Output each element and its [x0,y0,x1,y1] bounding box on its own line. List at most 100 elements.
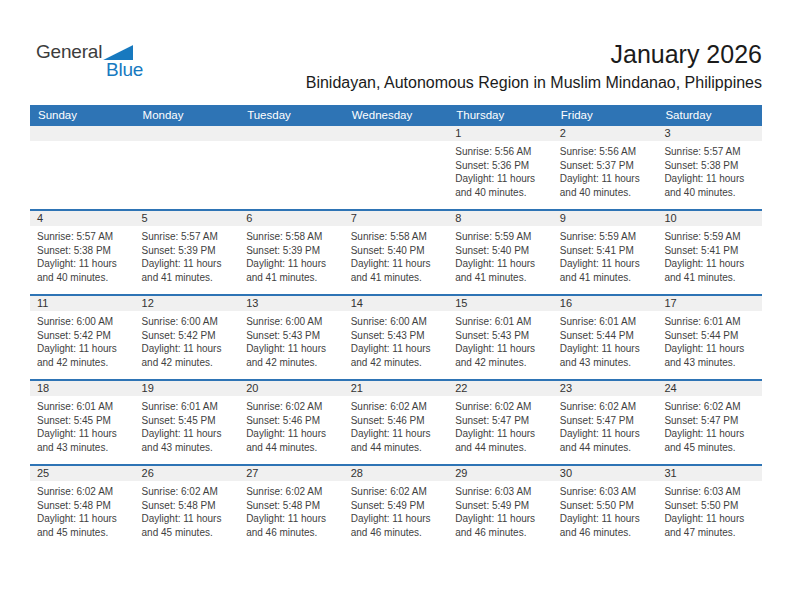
day-number: 14 [344,296,449,311]
daylight-text: Daylight: 11 hours and 45 minutes. [664,427,756,454]
sunset-text: Sunset: 5:43 PM [351,329,443,343]
sunset-text: Sunset: 5:44 PM [560,329,652,343]
calendar-table: Sunday Monday Tuesday Wednesday Thursday… [30,105,762,550]
location-subtitle: Binidayan, Autonomous Region in Muslim M… [306,74,762,92]
day-details: Sunrise: 5:58 AMSunset: 5:39 PMDaylight:… [239,226,344,284]
day-cell: 10Sunrise: 5:59 AMSunset: 5:41 PMDayligh… [657,210,762,295]
daylight-text: Daylight: 11 hours and 41 minutes. [455,257,547,284]
sunrise-text: Sunrise: 5:56 AM [455,145,547,159]
day-number: 30 [553,466,658,481]
sunrise-text: Sunrise: 5:57 AM [37,230,129,244]
sunrise-text: Sunrise: 6:02 AM [664,400,756,414]
sunrise-text: Sunrise: 6:03 AM [560,485,652,499]
day-cell: 16Sunrise: 6:01 AMSunset: 5:44 PMDayligh… [553,295,658,380]
day-details: Sunrise: 5:56 AMSunset: 5:37 PMDaylight:… [553,141,658,199]
empty-day-cell [135,125,240,210]
sunset-text: Sunset: 5:36 PM [455,159,547,173]
sunset-text: Sunset: 5:48 PM [246,499,338,513]
daylight-text: Daylight: 11 hours and 42 minutes. [37,342,129,369]
sunrise-text: Sunrise: 6:01 AM [37,400,129,414]
sunrise-text: Sunrise: 5:57 AM [664,145,756,159]
day-details: Sunrise: 5:57 AMSunset: 5:39 PMDaylight:… [135,226,240,284]
day-details: Sunrise: 5:59 AMSunset: 5:41 PMDaylight:… [657,226,762,284]
day-details: Sunrise: 5:56 AMSunset: 5:36 PMDaylight:… [448,141,553,199]
day-cell: 23Sunrise: 6:02 AMSunset: 5:47 PMDayligh… [553,380,658,465]
day-cell: 20Sunrise: 6:02 AMSunset: 5:46 PMDayligh… [239,380,344,465]
day-details: Sunrise: 5:57 AMSunset: 5:38 PMDaylight:… [657,141,762,199]
sunset-text: Sunset: 5:46 PM [246,414,338,428]
day-cell: 28Sunrise: 6:02 AMSunset: 5:49 PMDayligh… [344,465,449,550]
day-details: Sunrise: 6:03 AMSunset: 5:50 PMDaylight:… [553,481,658,539]
weekday-header-friday: Friday [553,105,658,125]
day-cell: 29Sunrise: 6:03 AMSunset: 5:49 PMDayligh… [448,465,553,550]
weekday-header-thursday: Thursday [448,105,553,125]
sunset-text: Sunset: 5:50 PM [560,499,652,513]
weekday-header-wednesday: Wednesday [344,105,449,125]
daylight-text: Daylight: 11 hours and 41 minutes. [560,257,652,284]
day-number: 28 [344,466,449,481]
sunset-text: Sunset: 5:42 PM [142,329,234,343]
daylight-text: Daylight: 11 hours and 44 minutes. [455,427,547,454]
week-row: 11Sunrise: 6:00 AMSunset: 5:42 PMDayligh… [30,295,762,380]
sunset-text: Sunset: 5:40 PM [455,244,547,258]
day-number: 13 [239,296,344,311]
day-number: 3 [657,126,762,141]
sunset-text: Sunset: 5:40 PM [351,244,443,258]
day-details: Sunrise: 5:58 AMSunset: 5:40 PMDaylight:… [344,226,449,284]
day-number: 29 [448,466,553,481]
sunrise-text: Sunrise: 6:00 AM [37,315,129,329]
day-number: 16 [553,296,658,311]
day-number: 9 [553,211,658,226]
day-details: Sunrise: 6:02 AMSunset: 5:46 PMDaylight:… [344,396,449,454]
day-number: 10 [657,211,762,226]
day-number: 20 [239,381,344,396]
daylight-text: Daylight: 11 hours and 43 minutes. [142,427,234,454]
daylight-text: Daylight: 11 hours and 44 minutes. [351,427,443,454]
empty-day-cell [344,125,449,210]
day-number: 6 [239,211,344,226]
week-row: 25Sunrise: 6:02 AMSunset: 5:48 PMDayligh… [30,465,762,550]
sunset-text: Sunset: 5:39 PM [246,244,338,258]
day-details: Sunrise: 6:02 AMSunset: 5:48 PMDaylight:… [30,481,135,539]
day-details: Sunrise: 6:03 AMSunset: 5:49 PMDaylight:… [448,481,553,539]
day-cell: 9Sunrise: 5:59 AMSunset: 5:41 PMDaylight… [553,210,658,295]
day-number [239,126,344,141]
sunrise-text: Sunrise: 5:58 AM [351,230,443,244]
day-number: 11 [30,296,135,311]
day-cell: 24Sunrise: 6:02 AMSunset: 5:47 PMDayligh… [657,380,762,465]
day-number [30,126,135,141]
day-cell: 4Sunrise: 5:57 AMSunset: 5:38 PMDaylight… [30,210,135,295]
day-cell: 31Sunrise: 6:03 AMSunset: 5:50 PMDayligh… [657,465,762,550]
sunrise-text: Sunrise: 6:02 AM [351,400,443,414]
sunrise-text: Sunrise: 5:58 AM [246,230,338,244]
daylight-text: Daylight: 11 hours and 41 minutes. [664,257,756,284]
daylight-text: Daylight: 11 hours and 46 minutes. [246,512,338,539]
sunset-text: Sunset: 5:38 PM [37,244,129,258]
day-details: Sunrise: 6:02 AMSunset: 5:47 PMDaylight:… [553,396,658,454]
day-number: 25 [30,466,135,481]
day-number: 17 [657,296,762,311]
day-details: Sunrise: 6:00 AMSunset: 5:42 PMDaylight:… [135,311,240,369]
day-details: Sunrise: 6:01 AMSunset: 5:43 PMDaylight:… [448,311,553,369]
weekday-header-tuesday: Tuesday [239,105,344,125]
day-number: 8 [448,211,553,226]
day-cell: 11Sunrise: 6:00 AMSunset: 5:42 PMDayligh… [30,295,135,380]
sunset-text: Sunset: 5:49 PM [455,499,547,513]
daylight-text: Daylight: 11 hours and 42 minutes. [455,342,547,369]
sunrise-text: Sunrise: 5:59 AM [560,230,652,244]
daylight-text: Daylight: 11 hours and 42 minutes. [246,342,338,369]
sunrise-text: Sunrise: 6:03 AM [664,485,756,499]
daylight-text: Daylight: 11 hours and 43 minutes. [37,427,129,454]
day-details: Sunrise: 6:00 AMSunset: 5:42 PMDaylight:… [30,311,135,369]
daylight-text: Daylight: 11 hours and 47 minutes. [664,512,756,539]
sunrise-text: Sunrise: 6:02 AM [455,400,547,414]
day-cell: 14Sunrise: 6:00 AMSunset: 5:43 PMDayligh… [344,295,449,380]
day-cell: 30Sunrise: 6:03 AMSunset: 5:50 PMDayligh… [553,465,658,550]
day-cell: 8Sunrise: 5:59 AMSunset: 5:40 PMDaylight… [448,210,553,295]
day-details: Sunrise: 5:59 AMSunset: 5:41 PMDaylight:… [553,226,658,284]
day-number: 26 [135,466,240,481]
sunset-text: Sunset: 5:47 PM [560,414,652,428]
day-number: 5 [135,211,240,226]
day-cell: 7Sunrise: 5:58 AMSunset: 5:40 PMDaylight… [344,210,449,295]
daylight-text: Daylight: 11 hours and 41 minutes. [142,257,234,284]
